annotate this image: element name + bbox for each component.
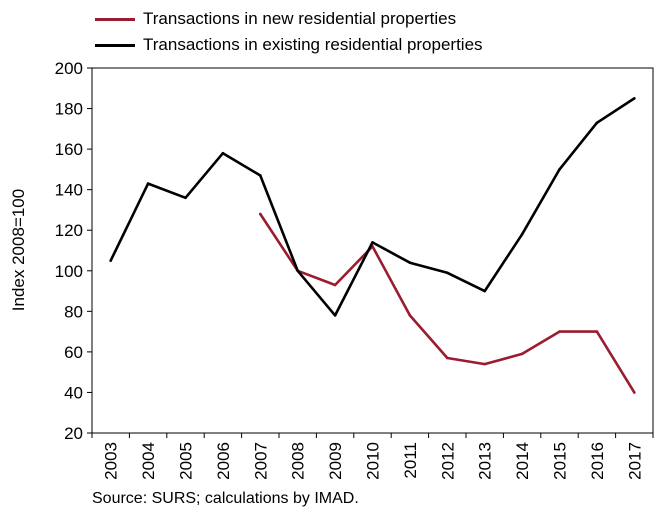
y-tick-label: 140 bbox=[55, 181, 83, 200]
point-new-2011 bbox=[408, 314, 412, 317]
x-tick-label: 2009 bbox=[326, 442, 345, 480]
point-existing-2003 bbox=[109, 259, 112, 262]
tick-labels: 20 40 60 80 100 120 140 160 180 200 2003 2004 2005 20… bbox=[55, 59, 645, 480]
legend-item-existing: Transactions in existing residential pro… bbox=[95, 32, 483, 58]
point-existing-2014 bbox=[520, 232, 524, 236]
y-tick-label: 180 bbox=[55, 100, 83, 119]
x-tick-label: 2015 bbox=[551, 442, 570, 480]
point-existing-2008 bbox=[296, 269, 300, 273]
x-tick-label: 2012 bbox=[438, 442, 457, 480]
point-existing-2012 bbox=[446, 271, 449, 275]
point-existing-2004 bbox=[146, 182, 150, 185]
point-new-2016 bbox=[595, 330, 599, 333]
legend-swatch-new bbox=[95, 17, 135, 21]
point-new-2013 bbox=[483, 362, 487, 366]
series-line-existing-properties bbox=[109, 97, 636, 317]
x-tick-label: 2017 bbox=[625, 442, 644, 480]
x-tick-label: 2003 bbox=[102, 442, 121, 480]
point-existing-2011 bbox=[408, 261, 412, 264]
x-tick-label: 2010 bbox=[364, 442, 383, 480]
point-new-2009 bbox=[333, 283, 337, 287]
point-existing-2007 bbox=[259, 174, 262, 177]
x-tick-label: 2014 bbox=[513, 442, 532, 480]
x-tick-label: 2013 bbox=[476, 442, 495, 480]
series-line-new-properties bbox=[258, 212, 636, 394]
legend-item-new: Transactions in new residential properti… bbox=[95, 6, 483, 32]
y-tick-label: 60 bbox=[64, 343, 83, 362]
point-new-2015 bbox=[558, 330, 561, 333]
chart-axes bbox=[87, 67, 654, 438]
legend-label-new: Transactions in new residential properti… bbox=[143, 9, 457, 28]
x-tick-label: 2005 bbox=[177, 442, 196, 480]
series-lines bbox=[109, 97, 636, 394]
y-tick-label: 160 bbox=[55, 140, 83, 159]
x-tick-label: 2007 bbox=[251, 442, 270, 480]
x-tick-label: 2011 bbox=[401, 442, 420, 479]
source-note: Source: SURS; calculations by IMAD. bbox=[92, 490, 359, 507]
point-existing-2006 bbox=[221, 151, 225, 155]
point-new-2012 bbox=[446, 356, 449, 360]
legend: Transactions in new residential properti… bbox=[95, 6, 483, 58]
x-tick-label: 2006 bbox=[214, 442, 233, 480]
y-tick-label: 20 bbox=[64, 424, 83, 443]
y-tick-label: 40 bbox=[64, 383, 83, 402]
point-existing-2016 bbox=[595, 121, 599, 125]
point-existing-2005 bbox=[184, 196, 187, 200]
y-tick-label: 200 bbox=[55, 59, 83, 78]
point-existing-2010 bbox=[371, 241, 374, 244]
point-new-2017 bbox=[633, 391, 636, 394]
legend-label-existing: Transactions in existing residential pro… bbox=[143, 35, 483, 54]
y-tick-label: 100 bbox=[55, 262, 83, 281]
point-existing-2017 bbox=[633, 97, 636, 100]
y-axis-label: Index 2008=100 bbox=[9, 189, 28, 311]
point-existing-2009 bbox=[333, 314, 337, 317]
point-existing-2013 bbox=[483, 289, 487, 293]
x-tick-label: 2016 bbox=[588, 442, 607, 480]
x-tick-label: 2008 bbox=[289, 442, 308, 480]
y-tick-label: 120 bbox=[55, 221, 83, 240]
plot-frame bbox=[91, 67, 654, 434]
point-existing-2015 bbox=[558, 168, 561, 171]
point-new-2007 bbox=[259, 212, 262, 216]
legend-swatch-existing bbox=[95, 43, 135, 47]
x-tick-label: 2004 bbox=[139, 442, 158, 480]
y-tick-label: 80 bbox=[64, 302, 83, 321]
point-new-2014 bbox=[520, 352, 524, 356]
